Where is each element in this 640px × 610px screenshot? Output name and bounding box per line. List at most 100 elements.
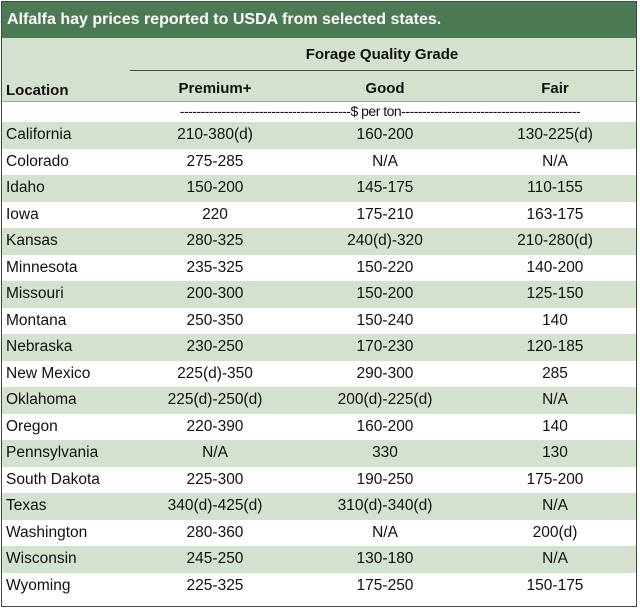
location-cell: Minnesota [6,258,78,276]
premium-cell: 225-325 [186,576,244,594]
premium-cell: 220 [202,205,228,223]
fair-cell: 210-280(d) [517,232,593,249]
fair-cell: N/A [542,391,568,408]
fair-cell: 175-200 [526,470,584,488]
good-cell: 175-250 [356,576,414,594]
units-row: ----------------------------------------… [2,101,636,122]
good-cell: 310(d)-340(d) [337,497,433,514]
fair-cell: 130 [542,444,568,461]
good-cell: 190-250 [356,470,414,488]
fair-cell: 150-175 [526,576,584,594]
premium-cell: 280-360 [186,523,244,541]
premium-cell: N/A [202,444,228,461]
good-cell: N/A [372,523,398,541]
premium-cell: 245-250 [186,550,244,567]
fair-cell: 125-150 [526,285,584,302]
table-row: Iowa 220 175-210 163-175 [2,202,636,229]
premium-cell: 210-380(d) [177,126,253,143]
fair-cell: 285 [542,364,568,382]
units-label: ----------------------------------------… [179,103,581,119]
location-cell: California [6,126,72,143]
table-header: Forage Quality Grade Location Premium+ G… [2,38,636,101]
table-row: Washington 280-360 N/A 200(d) [2,520,636,547]
table-row: Pennsylvania N/A 330 130 [2,440,636,467]
location-cell: Wyoming [6,576,71,594]
table-row: Wisconsin 245-250 130-180 N/A [2,546,636,573]
table-row: Kansas 280-325 240(d)-320 210-280(d) [2,228,636,255]
premium-cell: 230-250 [186,338,244,355]
table-row: Missouri 200-300 150-200 125-150 [2,281,636,308]
good-cell: N/A [372,152,398,170]
premium-cell: 225(d)-250(d) [167,391,263,408]
premium-cell: 250-350 [186,311,244,329]
table-body: California 210-380(d) 160-200 130-225(d) Col… [2,122,636,599]
premium-cell: 280-325 [186,232,244,249]
good-cell: 240(d)-320 [347,232,423,249]
fair-cell: N/A [542,152,568,170]
location-cell: Nebraska [6,338,73,355]
fair-cell: 140-200 [526,258,584,276]
fair-cell: 140 [542,311,568,329]
premium-cell: 220-390 [186,417,244,435]
table-row: New Mexico 225(d)-350 290-300 285 [2,361,636,388]
table-row: Idaho 150-200 145-175 110-155 [2,175,636,202]
table-row: Oregon 220-390 160-200 140 [2,414,636,441]
table-row: Nebraska 230-250 170-230 120-185 [2,334,636,361]
good-cell: 330 [372,444,398,461]
premium-cell: 200-300 [186,285,244,302]
location-cell: Pennsylvania [6,444,99,461]
good-cell: 200(d)-225(d) [337,391,433,408]
table-row: Montana 250-350 150-240 140 [2,308,636,335]
location-cell: Texas [6,497,47,514]
table-row: Oklahoma 225(d)-250(d) 200(d)-225(d) N/A [2,387,636,414]
table-row: Colorado 275-285 N/A N/A [2,149,636,176]
grade-group-label: Forage Quality Grade [130,46,634,71]
good-cell: 145-175 [356,179,414,196]
location-cell: Missouri [6,285,64,302]
table-title: Alfalfa hay prices reported to USDA from… [2,2,636,38]
good-cell: 150-220 [356,258,414,276]
location-cell: Washington [6,523,88,541]
fair-cell: N/A [542,497,568,514]
premium-cell: 275-285 [186,152,244,170]
good-cell: 130-180 [356,550,414,567]
premium-cell: 225(d)-350 [177,364,253,382]
location-cell: New Mexico [6,364,91,382]
good-cell: 170-230 [356,338,414,355]
premium-cell: 235-325 [186,258,244,276]
fair-column-header: Fair [541,80,569,97]
fair-cell: 163-175 [526,205,584,223]
good-column-header: Good [365,80,405,97]
location-cell: Montana [6,311,67,329]
location-cell: Iowa [6,205,39,223]
location-cell: Oregon [6,417,58,435]
premium-cell: 340(d)-425(d) [167,497,263,514]
good-cell: 150-200 [356,285,414,302]
table-row: South Dakota 225-300 190-250 175-200 [2,467,636,494]
table-row: California 210-380(d) 160-200 130-225(d) [2,122,636,149]
premium-column-header: Premium+ [178,80,252,97]
good-cell: 175-210 [356,205,414,223]
fair-cell: 200(d) [532,523,578,541]
location-cell: Kansas [6,232,58,249]
premium-cell: 225-300 [186,470,244,488]
fair-cell: N/A [542,550,568,567]
table-row: Texas 340(d)-425(d) 310(d)-340(d) N/A [2,493,636,520]
good-cell: 160-200 [356,417,414,435]
fair-cell: 140 [542,417,568,435]
location-cell: Colorado [6,152,69,170]
fair-cell: 130-225(d) [517,126,593,143]
good-cell: 150-240 [356,311,414,329]
table-row: Minnesota 235-325 150-220 140-200 [2,255,636,282]
premium-cell: 150-200 [186,179,244,196]
good-cell: 290-300 [356,364,414,382]
good-cell: 160-200 [356,126,414,143]
location-cell: Wisconsin [6,550,77,567]
location-cell: South Dakota [6,470,100,488]
location-column-header: Location [6,82,69,99]
table-row: Wyoming 225-325 175-250 150-175 [2,573,636,600]
location-cell: Idaho [6,179,45,196]
fair-cell: 120-185 [526,338,584,355]
fair-cell: 110-155 [527,179,583,196]
